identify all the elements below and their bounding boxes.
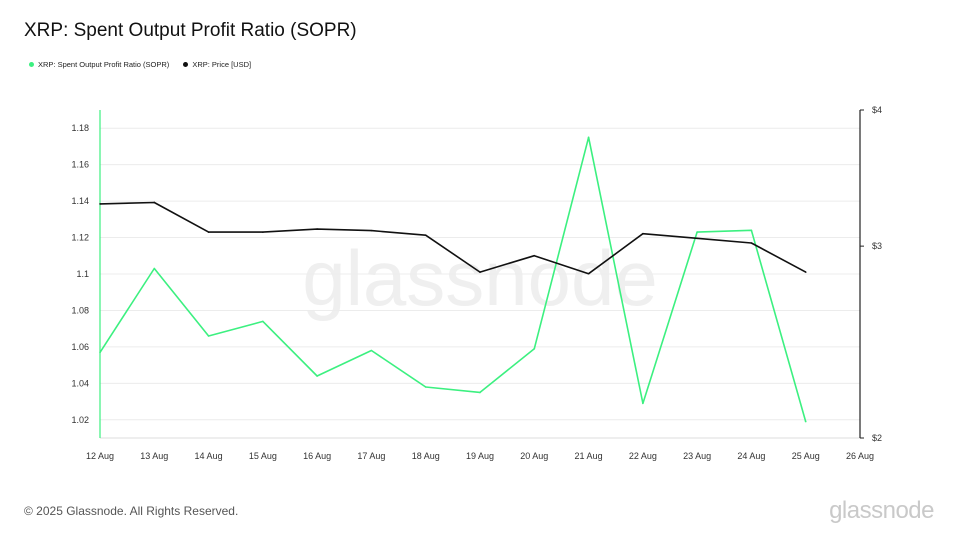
price-data-point — [207, 231, 210, 233]
sopr-data-point — [370, 349, 373, 352]
x-tick-label: 20 Aug — [520, 451, 548, 461]
sopr-data-point — [533, 347, 536, 350]
y-right-tick-label: $3 — [872, 241, 882, 251]
legend-label-price: XRP: Price [USD] — [192, 60, 252, 69]
y-left-tick-label: 1.04 — [71, 378, 89, 388]
glassnode-logo: glassnode — [829, 497, 934, 524]
y-left-tick-label: 1.02 — [71, 415, 89, 425]
legend-dot-sopr — [29, 62, 34, 67]
price-data-point — [153, 201, 156, 204]
y-right-tick-label: $4 — [872, 105, 882, 115]
y-left-tick-label: 1.1 — [76, 269, 89, 279]
legend-label-sopr: XRP: Spent Output Profit Ratio (SOPR) — [38, 60, 170, 69]
sopr-data-point — [99, 351, 101, 354]
sopr-series-line — [99, 136, 807, 422]
x-tick-label: 21 Aug — [575, 451, 603, 461]
sopr-data-point — [316, 375, 318, 377]
x-tick-label: 25 Aug — [792, 451, 820, 461]
y-left-tick-label: 1.16 — [71, 160, 89, 170]
price-data-point — [316, 228, 318, 230]
price-series-line — [99, 201, 807, 275]
x-tick-label: 19 Aug — [466, 451, 494, 461]
x-tick-label: 15 Aug — [249, 451, 277, 461]
x-tick-label: 23 Aug — [683, 451, 711, 461]
sopr-data-point — [804, 420, 807, 423]
price-data-point — [370, 229, 373, 232]
x-tick-label: 22 Aug — [629, 451, 657, 461]
y-left-tick-label: 1.12 — [71, 233, 89, 243]
price-data-point — [587, 272, 590, 275]
legend-item-price[interactable]: XRP: Price [USD] — [183, 60, 251, 69]
y-left-tick-label: 1.14 — [71, 196, 89, 206]
price-data-point — [99, 203, 101, 205]
x-tick-label: 17 Aug — [357, 451, 385, 461]
sopr-data-point — [696, 231, 698, 233]
legend-item-sopr[interactable]: XRP: Spent Output Profit Ratio (SOPR) — [29, 60, 169, 69]
sopr-data-point — [587, 136, 590, 139]
price-data-point — [696, 237, 698, 240]
legend-dot-price — [183, 62, 189, 67]
price-data-point — [479, 271, 481, 273]
price-data-point — [642, 232, 644, 235]
x-tick-label: 16 Aug — [303, 451, 331, 461]
price-data-point — [533, 254, 536, 257]
page-title: XRP: Spent Output Profit Ratio (SOPR) — [24, 20, 357, 41]
price-data-point — [750, 242, 753, 244]
x-tick-label: 26 Aug — [846, 451, 874, 461]
sopr-data-point — [153, 267, 156, 270]
sopr-data-point — [642, 402, 644, 405]
x-tick-label: 18 Aug — [412, 451, 440, 461]
sopr-data-point — [424, 386, 427, 388]
y-left-tick-label: 1.08 — [71, 305, 89, 315]
sopr-data-point — [479, 391, 481, 394]
copyright-footer: © 2025 Glassnode. All Rights Reserved. — [24, 504, 239, 518]
sopr-data-point — [262, 320, 264, 323]
price-data-point — [262, 231, 264, 233]
x-tick-label: 14 Aug — [195, 451, 223, 461]
x-tick-label: 24 Aug — [737, 451, 765, 461]
sopr-data-point — [207, 335, 210, 337]
y-right-tick-label: $2 — [872, 433, 882, 443]
y-left-tick-label: 1.06 — [71, 342, 89, 352]
x-tick-label: 12 Aug — [86, 451, 114, 461]
sopr-data-point — [750, 229, 753, 232]
price-data-point — [424, 234, 427, 237]
watermark-text: glassnode — [302, 234, 658, 322]
x-tick-label: 13 Aug — [140, 451, 168, 461]
y-left-tick-label: 1.18 — [71, 123, 89, 133]
chart-legend: XRP: Spent Output Profit Ratio (SOPR) XR… — [29, 60, 251, 69]
price-data-point — [804, 271, 807, 273]
